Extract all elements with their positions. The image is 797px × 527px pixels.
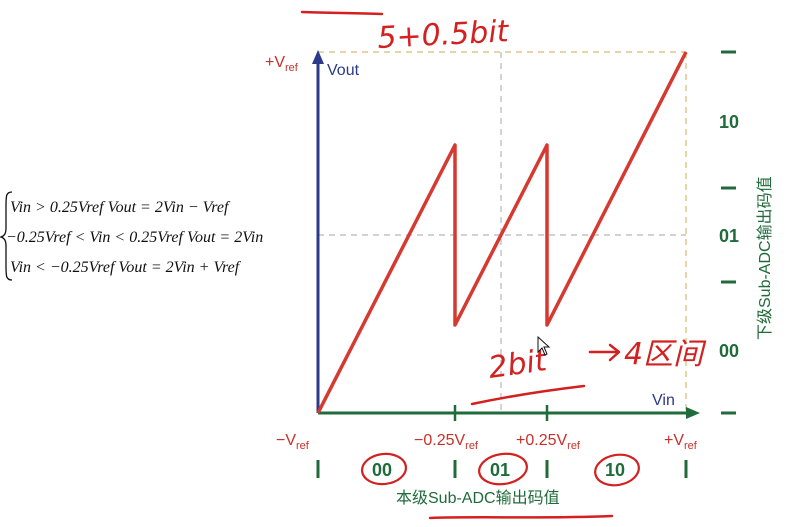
label-pos-vref-right: +Vref <box>664 432 698 452</box>
bottom-code-00: 00 <box>372 460 392 480</box>
right-title: 下级Sub-ADC输出码值 <box>756 176 774 340</box>
x-axis-arrow-icon <box>686 407 700 419</box>
vin-label: Vin <box>652 392 675 409</box>
right-code-01: 01 <box>719 226 739 246</box>
equation-1: Vin > 0.25Vref Vout = 2Vin − Vref <box>10 199 231 216</box>
ink-note-top: 5+0.5bit <box>377 14 511 56</box>
label-neg-vref: −Vref <box>276 432 310 452</box>
right-code-10: 10 <box>719 112 739 132</box>
right-code-00: 00 <box>719 341 739 361</box>
ink-arrow-icon <box>588 343 621 362</box>
y-axis-arrow-icon <box>312 50 324 64</box>
transfer-curve <box>316 51 688 414</box>
ink-stroke-top <box>300 10 384 16</box>
ink-circle-01 <box>478 452 528 486</box>
equation-2: −0.25Vref < Vin < 0.25Vref Vout = 2Vin <box>6 229 263 246</box>
ink-circle-10 <box>594 453 640 487</box>
cursor-icon <box>537 335 551 356</box>
vout-label: Vout <box>327 62 360 79</box>
ink-underline-2bit <box>470 384 586 406</box>
bottom-code-01: 01 <box>490 460 510 480</box>
label-neg-quarter-vref: −0.25Vref <box>414 432 479 452</box>
equation-3: Vin < −0.25Vref Vout = 2Vin + Vref <box>10 259 242 276</box>
label-pos-quarter-vref: +0.25Vref <box>516 432 581 452</box>
label-pos-vref-top: +Vref <box>265 54 299 74</box>
bottom-title: 本级Sub-ADC输出码值 <box>396 489 560 507</box>
equation-brace <box>0 191 13 281</box>
ink-circle-00 <box>360 452 408 486</box>
ink-underline-bottom <box>428 514 614 520</box>
bottom-code-10: 10 <box>605 460 625 480</box>
ink-note-intervals: 4区间 <box>624 337 707 372</box>
